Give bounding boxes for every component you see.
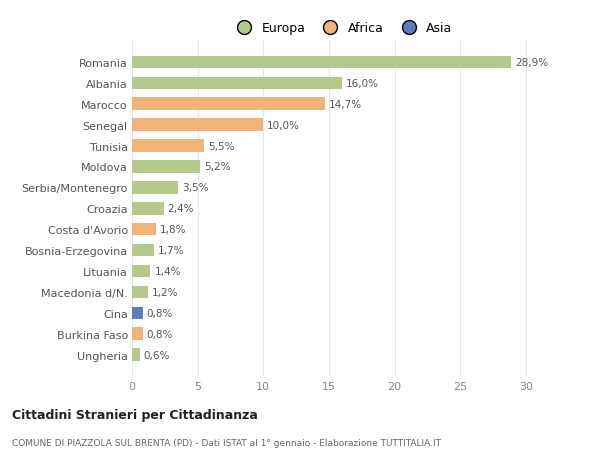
Text: 28,9%: 28,9%	[515, 58, 548, 68]
Bar	[132, 182, 178, 194]
Bar	[132, 307, 143, 319]
Text: 2,4%: 2,4%	[167, 204, 194, 214]
Bar	[132, 98, 325, 111]
Text: COMUNE DI PIAZZOLA SUL BRENTA (PD) - Dati ISTAT al 1° gennaio - Elaborazione TUT: COMUNE DI PIAZZOLA SUL BRENTA (PD) - Dat…	[12, 438, 441, 447]
Bar	[132, 161, 200, 174]
Text: 0,6%: 0,6%	[144, 350, 170, 360]
Bar	[132, 119, 263, 132]
Bar	[132, 244, 154, 257]
Bar	[132, 349, 140, 361]
Text: 1,4%: 1,4%	[154, 266, 181, 276]
Bar	[132, 56, 511, 69]
Text: 5,2%: 5,2%	[204, 162, 230, 172]
Bar	[132, 265, 151, 278]
Text: 5,5%: 5,5%	[208, 141, 235, 151]
Text: Cittadini Stranieri per Cittadinanza: Cittadini Stranieri per Cittadinanza	[12, 408, 258, 421]
Bar	[132, 224, 155, 236]
Text: 10,0%: 10,0%	[267, 120, 300, 130]
Text: 0,8%: 0,8%	[146, 329, 173, 339]
Text: 1,2%: 1,2%	[152, 287, 178, 297]
Text: 16,0%: 16,0%	[346, 78, 379, 89]
Bar	[132, 286, 148, 298]
Bar	[132, 202, 163, 215]
Text: 0,8%: 0,8%	[146, 308, 173, 318]
Text: 3,5%: 3,5%	[182, 183, 208, 193]
Bar	[132, 140, 204, 152]
Text: 1,7%: 1,7%	[158, 246, 185, 256]
Bar	[132, 328, 143, 340]
Text: 1,8%: 1,8%	[160, 225, 186, 235]
Bar	[132, 78, 342, 90]
Text: 14,7%: 14,7%	[329, 100, 362, 110]
Legend: Europa, Africa, Asia: Europa, Africa, Asia	[227, 17, 458, 40]
